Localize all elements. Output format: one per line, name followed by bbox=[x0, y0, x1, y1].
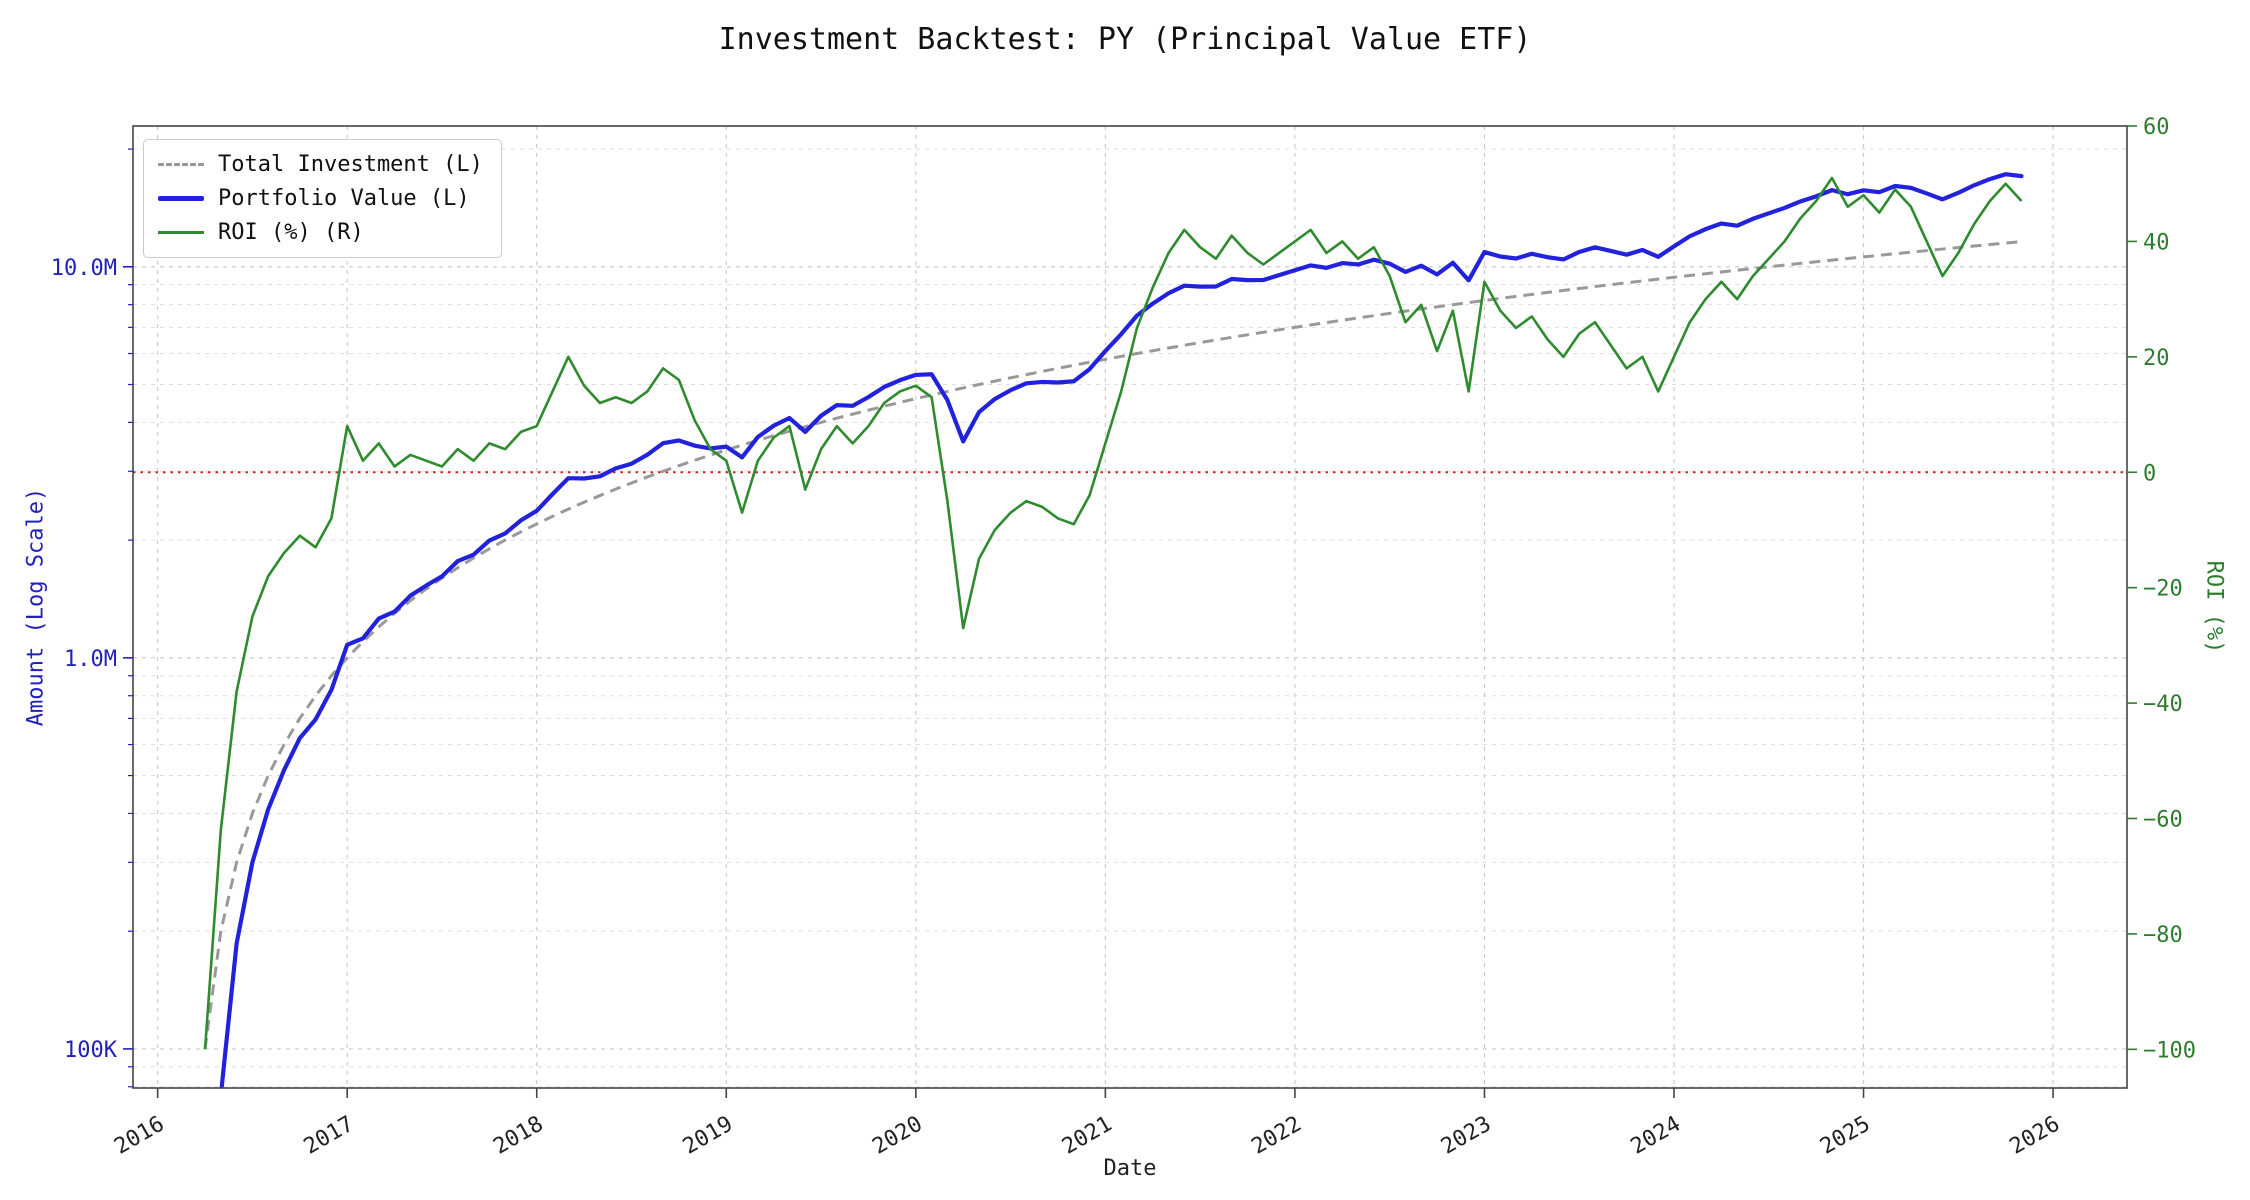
total-investment-line bbox=[203, 240, 2022, 1050]
plot-border bbox=[132, 125, 2128, 1089]
total-investment-line-swatch bbox=[158, 163, 204, 166]
x-tick-label: 2026 bbox=[2006, 1112, 2064, 1160]
grid-lines bbox=[133, 126, 2127, 1088]
x-tick-label: 2025 bbox=[1816, 1112, 1874, 1160]
right-tick-label: 0 bbox=[2143, 461, 2156, 486]
x-tick-label: 2023 bbox=[1437, 1112, 1495, 1160]
left-tick-label: 10.0M bbox=[51, 256, 117, 281]
roi-line-swatch bbox=[158, 231, 204, 234]
x-tick-label: 2017 bbox=[300, 1112, 358, 1160]
legend-label-total-investment: Total Investment (L) bbox=[218, 152, 483, 177]
right-tick-label: −20 bbox=[2143, 577, 2183, 602]
x-tick-label: 2022 bbox=[1248, 1112, 1306, 1160]
right-tick-labels: 60 40 20 0 −20 −40 −60 −80 −100 bbox=[2127, 115, 2196, 1063]
x-axis-title: Date bbox=[1103, 1156, 1157, 1181]
right-tick-label: −80 bbox=[2143, 923, 2183, 948]
legend-item-roi: ROI (%) (R) bbox=[158, 220, 483, 245]
x-tick-label: 2018 bbox=[489, 1112, 547, 1160]
right-axis-title: ROI (%) bbox=[2201, 560, 2227, 654]
x-tick-label: 2016 bbox=[110, 1112, 168, 1160]
legend-item-portfolio-value: Portfolio Value (L) bbox=[158, 186, 483, 211]
left-tick-labels: 100K 1.0M 10.0M bbox=[51, 148, 133, 1088]
x-tick-labels: 2016 2017 2018 2019 2020 2021 2022 2023 2024 2025… bbox=[110, 1088, 2064, 1160]
x-tick-label: 2019 bbox=[679, 1112, 737, 1160]
left-tick-label: 1.0M bbox=[64, 647, 117, 672]
x-tick-label: 2021 bbox=[1058, 1112, 1116, 1160]
portfolio-value-line-swatch bbox=[158, 196, 204, 201]
right-tick-label: −60 bbox=[2143, 808, 2183, 833]
right-tick-label: −100 bbox=[2143, 1038, 2196, 1063]
x-tick-label: 2024 bbox=[1627, 1112, 1685, 1160]
right-tick-label: 40 bbox=[2143, 230, 2170, 255]
chart-title: Investment Backtest: PY (Principal Value… bbox=[718, 22, 1532, 57]
legend-label-roi: ROI (%) (R) bbox=[218, 220, 364, 245]
x-tick-label: 2020 bbox=[868, 1112, 926, 1160]
right-tick-label: 20 bbox=[2143, 346, 2170, 371]
portfolio-value-line bbox=[219, 172, 2024, 1088]
right-tick-label: 60 bbox=[2143, 115, 2170, 140]
roi-line bbox=[203, 176, 2023, 1050]
left-tick-label: 100K bbox=[64, 1038, 118, 1063]
legend-item-total-investment: Total Investment (L) bbox=[158, 152, 483, 177]
right-tick-label: −40 bbox=[2143, 692, 2183, 717]
legend-label-portfolio-value: Portfolio Value (L) bbox=[218, 186, 470, 211]
legend: Total Investment (L) Portfolio Value (L)… bbox=[143, 139, 502, 258]
left-axis-title: Amount (Log Scale) bbox=[23, 487, 49, 727]
